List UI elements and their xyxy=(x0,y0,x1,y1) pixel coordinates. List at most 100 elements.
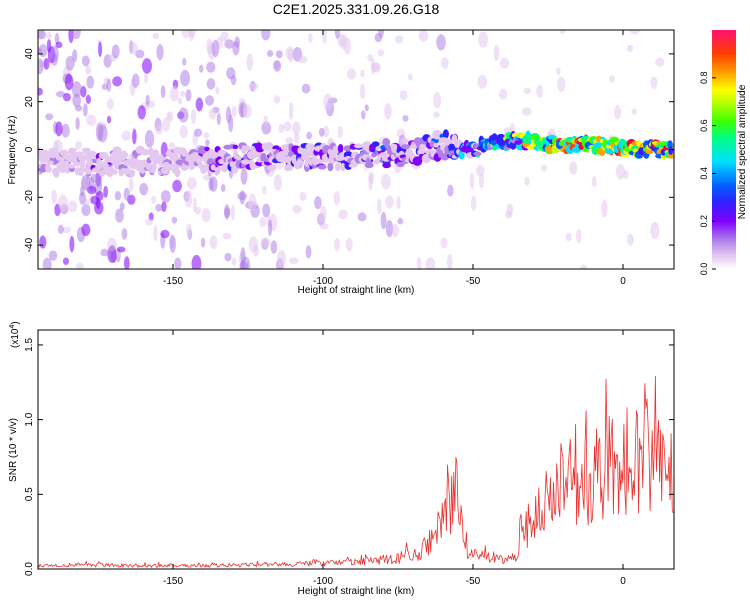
spectrogram-speckle xyxy=(111,44,120,59)
colorbar-tick-label: 0.4 xyxy=(699,167,709,180)
spectrogram-speckle xyxy=(308,33,313,43)
spectrogram-speckle xyxy=(208,108,216,120)
spectrogram-speckle xyxy=(106,78,112,92)
spectrogram-ridge-cell xyxy=(418,146,426,155)
snr-y-tick-label: 1.5 xyxy=(24,338,35,352)
spectrogram-speckle xyxy=(556,67,561,76)
spectrogram-speckle xyxy=(171,216,178,224)
snr-series-line xyxy=(38,375,674,568)
spectrogram-speckle xyxy=(314,196,322,210)
spectrogram-speckle xyxy=(407,73,413,81)
spectrogram-speckle xyxy=(184,190,193,208)
spectrogram-speckle xyxy=(338,209,348,220)
spectrogram-ridge-cell xyxy=(337,144,344,154)
spectrogram-ticks: -150 -100 -50 0 -40 -20 0 20 40 xyxy=(24,30,674,287)
spectrogram-speckle xyxy=(86,75,95,89)
spectrogram-ridge-cell xyxy=(311,155,318,160)
spectrogram-speckle xyxy=(205,139,210,146)
spectrogram-ridge-cell xyxy=(390,143,398,154)
spectrogram-speckle xyxy=(591,176,597,188)
spectrogram-speckle xyxy=(85,65,92,75)
spectrogram-speckle xyxy=(69,235,75,253)
spectrogram-ridge-cell xyxy=(371,141,380,147)
spectrogram-speckle xyxy=(75,140,83,150)
spectrogram-speckle xyxy=(319,222,329,230)
spectrogram-speckle xyxy=(48,250,58,261)
spectrogram-speckle xyxy=(275,50,283,59)
spectrogram-ridge-cell xyxy=(316,158,324,166)
spectrogram-speckle xyxy=(121,228,128,240)
spectrogram-x-axis-label: Height of straight line (km) xyxy=(298,285,415,296)
spectrogram-speckle xyxy=(337,126,343,139)
spectrogram-speckle xyxy=(42,257,52,269)
spectrogram-ridge-cell xyxy=(48,160,54,165)
spectrogram-speckle xyxy=(261,30,271,41)
spectrogram-speckle xyxy=(80,86,87,98)
spectrogram-ridge-cell xyxy=(317,164,327,170)
spectrogram-speckle xyxy=(206,61,216,73)
spectrogram-speckle xyxy=(283,121,292,132)
spectrogram-ridge-cell xyxy=(45,162,51,173)
colorbar-tick-label: 0.2 xyxy=(699,215,709,228)
spectrogram-speckle xyxy=(114,190,122,201)
spectrogram-speckle xyxy=(317,214,325,223)
spectrogram-speckle xyxy=(334,238,341,252)
spectrogram-speckle xyxy=(230,205,235,221)
spectrogram-speckle xyxy=(288,257,299,265)
spectrogram-speckle xyxy=(380,173,391,190)
spectrogram-speckle xyxy=(75,117,80,130)
spectrogram-speckle xyxy=(86,185,97,195)
spectrogram-speckle xyxy=(614,104,622,120)
colorbar-tick-label: 0.0 xyxy=(699,263,709,276)
spectrogram-speckle xyxy=(231,105,237,118)
spectrogram-speckle xyxy=(194,206,202,215)
colorbar-tick-label: 0.8 xyxy=(699,72,709,85)
spectrogram-speckle xyxy=(359,83,366,100)
spectrogram-speckle xyxy=(186,223,192,237)
spectrogram-speckle xyxy=(225,106,232,124)
spectrogram-speckle xyxy=(499,57,510,69)
spectrogram-speckle xyxy=(178,107,189,123)
spectrogram-ridge-cell xyxy=(373,158,380,165)
spectrogram-speckle xyxy=(425,257,436,269)
spectrogram-speckle xyxy=(650,221,660,240)
spectrogram-speckle xyxy=(153,225,158,242)
spectrogram-speckle xyxy=(38,47,43,55)
spectrogram-speckle xyxy=(262,203,271,218)
spectrogram-speckle xyxy=(85,94,92,104)
spectrogram-ridge-cell xyxy=(67,164,76,169)
spectrogram-speckle xyxy=(288,101,294,120)
spectrogram-speckle xyxy=(339,33,348,50)
spectrogram-speckle xyxy=(168,142,176,149)
spectrogram-speckle xyxy=(139,182,149,196)
spectrogram-speckle xyxy=(123,256,130,269)
spectrogram-speckle xyxy=(523,87,532,95)
spectrogram-ridge-cell xyxy=(195,155,203,165)
spectrogram-speckle xyxy=(145,94,150,106)
spectrogram-speckle xyxy=(385,195,394,209)
spectrogram-speckle xyxy=(521,107,532,116)
spectrogram-speckle xyxy=(469,172,475,190)
spectrogram-speckle xyxy=(80,175,91,191)
spectrogram-ridge-cell xyxy=(234,155,243,161)
spectrogram-speckle xyxy=(191,254,202,269)
spectrogram-speckle xyxy=(142,58,152,74)
spectrogram-speckle xyxy=(436,34,446,51)
spectrogram-speckle xyxy=(71,81,82,98)
spectrogram-speckle xyxy=(220,31,229,42)
spectrogram-speckle xyxy=(396,196,401,210)
spectrogram-speckle xyxy=(61,123,70,138)
snr-x-axis-label: Height of straight line (km) xyxy=(298,586,415,597)
spectrogram-speckle xyxy=(231,257,237,266)
spectrogram-speckle xyxy=(119,202,125,211)
spectrogram-ridge-cell xyxy=(174,167,181,178)
spectrogram-speckle xyxy=(169,85,179,102)
colorbar-tick-label: 0.6 xyxy=(699,119,709,132)
spectrogram-speckle xyxy=(294,132,300,144)
spectrogram-speckle xyxy=(224,252,232,262)
spectrogram-speckle xyxy=(239,97,246,105)
snr-scale-label: (x104) xyxy=(9,321,21,348)
spectrogram-speckle xyxy=(524,176,530,186)
spectrogram-ridge-cell xyxy=(353,143,364,149)
